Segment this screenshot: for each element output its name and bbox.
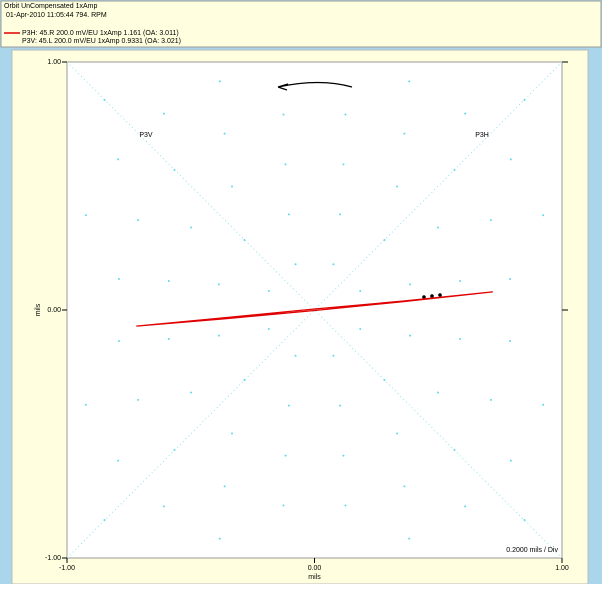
grid-dot <box>218 537 221 540</box>
y-tick-label: 1.00 <box>47 59 61 66</box>
grid-dot <box>359 327 362 330</box>
grid-dot <box>84 214 87 217</box>
grid-dot <box>344 504 347 507</box>
grid-dot <box>453 449 456 452</box>
grid-dot <box>223 485 226 488</box>
x-axis-label: mils <box>308 574 321 581</box>
y-tick-label: -1.00 <box>45 555 61 562</box>
x-tick-label: 1.00 <box>555 565 569 572</box>
grid-dot <box>294 354 297 357</box>
grid-dot <box>489 398 492 401</box>
grid-dot <box>509 339 512 342</box>
grid-dot <box>408 80 411 83</box>
x-tick-label: -1.00 <box>59 565 75 572</box>
grid-dot <box>396 432 399 435</box>
diagonal-grid <box>66 61 563 559</box>
header-line: P3V: 45.L 200.0 mV/EU 1xAmp 0.9331 (OA: … <box>22 38 181 45</box>
grid-dot <box>117 278 120 281</box>
grid-dot <box>190 391 193 394</box>
grid-dot <box>339 213 342 216</box>
grid-dot <box>167 280 170 283</box>
grid-dot <box>282 113 285 116</box>
grid-dot <box>284 163 287 166</box>
grid-dot <box>509 158 512 161</box>
grid-dot <box>167 337 170 340</box>
grid-dot <box>344 113 347 116</box>
probe-label: P3V <box>139 132 153 139</box>
grid-dot <box>359 290 362 293</box>
grid-dot <box>409 283 412 286</box>
grid-dot <box>287 213 290 216</box>
grid-dot <box>409 334 412 337</box>
grid-dot <box>489 219 492 222</box>
grid-dot <box>436 226 439 229</box>
grid-dot <box>117 459 120 462</box>
scale-label: 0.2000 mils / Div <box>506 547 558 554</box>
grid-dot <box>282 504 285 507</box>
grid-dot <box>243 379 246 382</box>
probe-label: P3H <box>475 132 489 139</box>
grid-dot <box>523 98 526 101</box>
grid-dot <box>408 537 411 540</box>
grid-dot <box>162 112 165 115</box>
legend-entry: P3H: 45.R 200.0 mV/EU 1xAmp 1.161 (OA: 3… <box>22 30 179 37</box>
grid-dot <box>459 337 462 340</box>
grid-dot <box>332 354 335 357</box>
grid-dot <box>173 449 176 452</box>
grid-dot <box>542 403 545 406</box>
grid-dot <box>103 98 106 101</box>
y-tick-label: 0.00 <box>47 307 61 314</box>
grid-dot <box>542 214 545 217</box>
grid-dot <box>230 432 233 435</box>
x-tick-label: 0.00 <box>308 565 322 572</box>
grid-dot <box>243 238 246 241</box>
y-axis-label: mils <box>35 303 42 316</box>
grid-dot <box>464 505 467 508</box>
grid-dot <box>332 263 335 266</box>
diagonal-grid <box>66 61 563 559</box>
grid-dot <box>509 278 512 281</box>
grid-dot <box>218 80 221 83</box>
grid-dot <box>117 158 120 161</box>
grid-dot <box>217 334 220 337</box>
grid-dot <box>230 185 233 188</box>
grid-dot <box>137 219 140 222</box>
grid-dot <box>383 238 386 241</box>
header-panel <box>0 0 602 48</box>
grid-dot <box>396 185 399 188</box>
orbit-trace <box>136 291 493 327</box>
grid-dot <box>267 290 270 293</box>
grid-dot <box>342 454 345 457</box>
grid-dot <box>459 280 462 283</box>
grid-dot <box>162 505 165 508</box>
grid-dot <box>284 454 287 457</box>
grid-dot <box>84 403 87 406</box>
grid-dot <box>217 283 220 286</box>
grid-dot <box>137 398 140 401</box>
grid-dot <box>117 339 120 342</box>
grid-dot <box>383 379 386 382</box>
grid-dot <box>287 404 290 407</box>
grid-dot <box>190 226 193 229</box>
grid-dot <box>509 459 512 462</box>
grid-dot <box>294 263 297 266</box>
grid-dot <box>267 327 270 330</box>
header-subtitle: 01-Apr-2010 11:05:44 794. RPM <box>6 12 107 19</box>
keyphasor-marks <box>422 293 442 299</box>
grid-dot <box>339 404 342 407</box>
grid-dot <box>173 168 176 171</box>
grid-dot <box>342 163 345 166</box>
rotation-arrow <box>277 81 353 91</box>
header-title: Orbit UnCompensated 1xAmp <box>4 3 97 10</box>
grid-dot <box>403 132 406 135</box>
grid-dot <box>436 391 439 394</box>
grid-dot <box>523 519 526 522</box>
grid-dot <box>403 485 406 488</box>
grid-dot <box>223 132 226 135</box>
grid-dot <box>103 519 106 522</box>
grid-dot <box>453 168 456 171</box>
grid-dot <box>464 112 467 115</box>
